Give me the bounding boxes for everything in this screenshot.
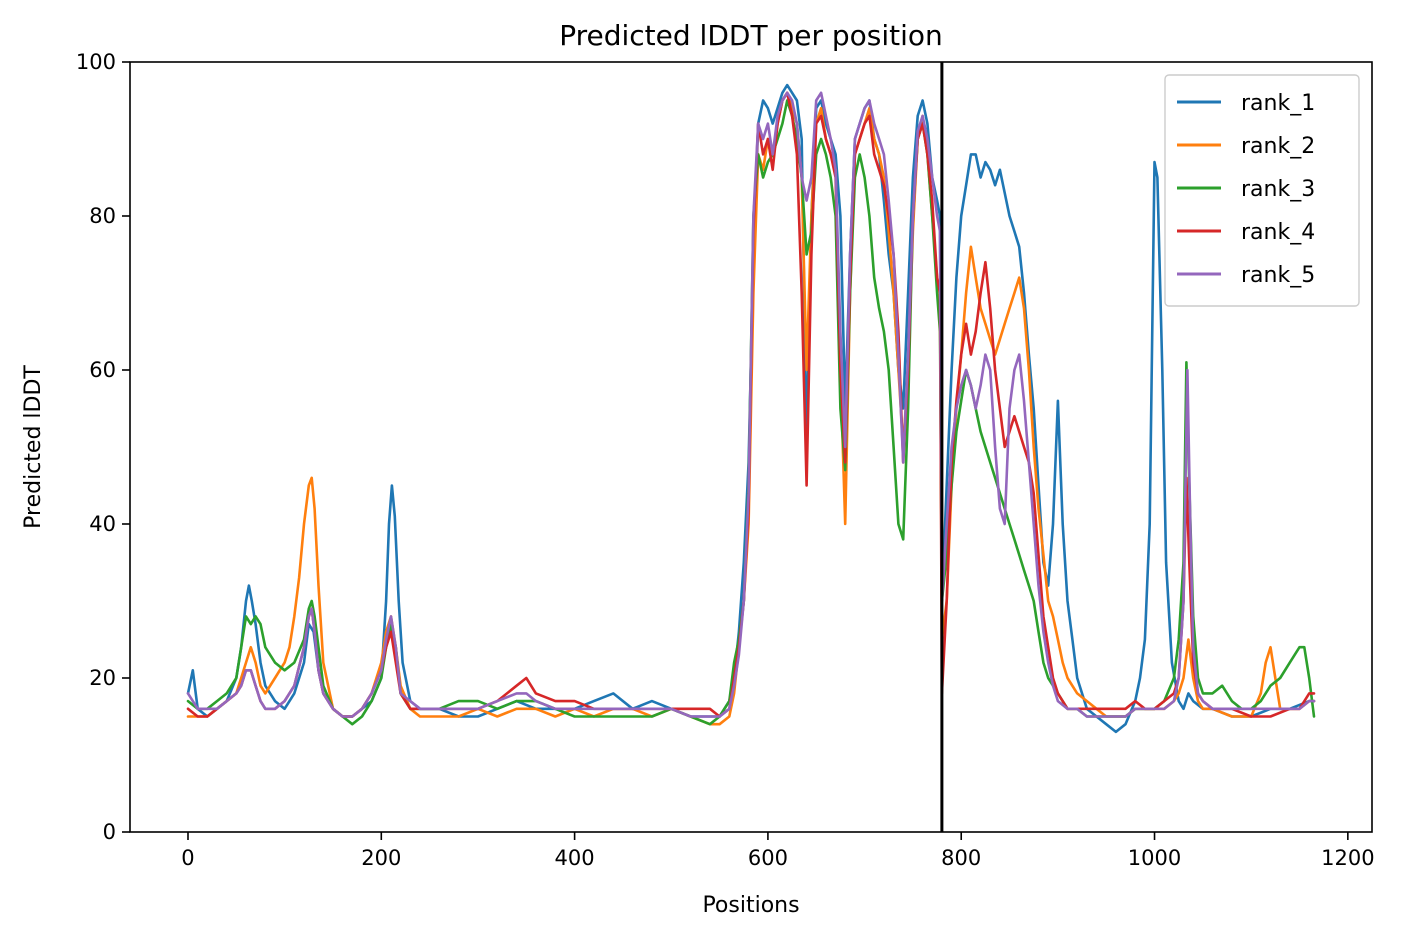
legend-box [1164, 74, 1360, 307]
y-tick-label: 100 [76, 50, 116, 74]
legend-label: rank_1 [1241, 91, 1315, 116]
x-tick-label: 800 [941, 846, 981, 870]
y-tick-label: 80 [89, 204, 116, 228]
y-tick-label: 20 [89, 666, 116, 690]
y-tick-label: 40 [89, 512, 116, 536]
x-tick-label: 400 [555, 846, 595, 870]
series-line-rank-5 [186, 91, 1316, 718]
chart-title: Predicted lDDT per position [559, 19, 943, 52]
x-tick-label: 200 [361, 846, 401, 870]
legend-label: rank_5 [1241, 263, 1315, 288]
legend-label: rank_4 [1241, 220, 1315, 245]
legend: rank_1 rank_2 rank_3 rank_4 rank_5 [1164, 74, 1360, 307]
series-layer [186, 83, 1316, 734]
x-axis-ticks: 0 200 400 600 800 1000 1200 [181, 832, 1375, 870]
x-tick-label: 600 [748, 846, 788, 870]
x-tick-label: 1000 [1128, 846, 1181, 870]
x-axis-label: Positions [702, 893, 799, 918]
legend-label: rank_2 [1241, 134, 1315, 159]
y-axis-label: Predicted lDDT [21, 365, 46, 529]
x-tick-label: 0 [181, 846, 194, 870]
y-axis-ticks: 0 20 40 60 80 100 [76, 50, 130, 844]
plot-frame [129, 61, 1373, 833]
legend-label: rank_3 [1241, 177, 1315, 202]
y-tick-label: 60 [89, 358, 116, 382]
y-tick-label: 0 [103, 820, 116, 844]
x-tick-label: 1200 [1321, 846, 1374, 870]
